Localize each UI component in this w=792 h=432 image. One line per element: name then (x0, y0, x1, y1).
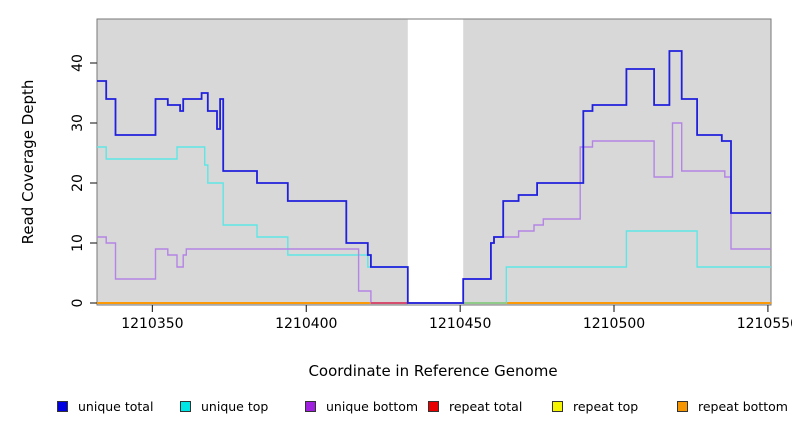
y-tick-label: 20 (70, 174, 86, 192)
x-tick-label: 1210450 (429, 316, 492, 332)
legend-swatch-repeat-total (428, 400, 439, 412)
legend-label: repeat top (573, 398, 639, 414)
series-line-unique-top (97, 146, 771, 304)
legend-item-unique-bottom: unique bottom (305, 398, 419, 414)
legend-label: repeat total (449, 398, 523, 414)
legend-item-unique-top: unique top (180, 398, 269, 414)
x-axis-label: Coordinate in Reference Genome (308, 362, 558, 380)
x-tick-label: 1210500 (582, 316, 646, 332)
legend-item-repeat-top: repeat top (552, 398, 639, 414)
x-tick-label: 1210350 (121, 316, 184, 332)
legend-item-repeat-bottom: repeat bottom (677, 398, 788, 414)
y-axis-label: Read Coverage Depth (19, 79, 37, 245)
y-tick-label: 30 (70, 114, 86, 132)
legend-swatch-unique-top (180, 400, 191, 412)
legend-swatch-repeat-top (552, 400, 563, 412)
legend-label: repeat bottom (698, 398, 788, 414)
legend-item-repeat-total: repeat total (428, 398, 523, 414)
legend-swatch-unique-total (57, 400, 68, 412)
legend-item-unique-total: unique total (57, 398, 154, 414)
y-tick-label: 10 (70, 234, 86, 252)
legend-label: unique total (78, 398, 154, 414)
legend-label: unique bottom (326, 398, 419, 414)
legend-swatch-repeat-bottom (677, 400, 688, 412)
series-line-unique-total (97, 50, 771, 304)
legend-label: unique top (201, 398, 269, 414)
y-tick-label: 0 (70, 298, 86, 308)
x-tick-label: 1210400 (275, 316, 338, 332)
legend-swatch-unique-bottom (305, 400, 316, 412)
gap-band (407, 19, 464, 305)
plot-box (96, 18, 772, 306)
y-tick-label: 40 (70, 54, 86, 72)
